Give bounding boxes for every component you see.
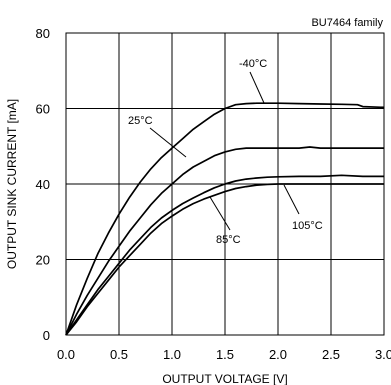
leader-minus40c bbox=[250, 72, 264, 103]
x-tick-label: 2.5 bbox=[322, 347, 340, 362]
y-tick-label: 40 bbox=[36, 177, 50, 192]
annotation-105c: 105°C bbox=[292, 220, 323, 232]
x-tick-label: 1.5 bbox=[216, 347, 234, 362]
family-label: BU7464 family bbox=[311, 17, 383, 29]
y-axis-label: OUTPUT SINK CURRENT [mA] bbox=[5, 99, 19, 269]
annotation-25c: 25°C bbox=[128, 115, 153, 127]
x-tick-label: 1.0 bbox=[163, 347, 181, 362]
x-tick-label: 3.0 bbox=[375, 347, 391, 362]
x-tick-labels: 0.0 0.5 1.0 1.5 2.0 2.5 3.0 bbox=[57, 347, 391, 362]
annotation-85c: 85°C bbox=[216, 234, 241, 246]
y-tick-label: 60 bbox=[36, 102, 50, 117]
y-tick-label: 20 bbox=[36, 253, 50, 268]
y-tick-label: 80 bbox=[36, 26, 50, 41]
x-tick-label: 0.5 bbox=[110, 347, 128, 362]
leader-85c bbox=[210, 197, 230, 230]
x-tick-label: 2.0 bbox=[269, 347, 287, 362]
x-tick-label: 0.0 bbox=[57, 347, 75, 362]
y-tick-label: 0 bbox=[43, 328, 50, 343]
y-tick-labels: 0 20 40 60 80 bbox=[36, 26, 50, 343]
leader-105c bbox=[284, 185, 299, 214]
annotation-minus40c: -40°C bbox=[239, 58, 267, 70]
x-axis-label: OUTPUT VOLTAGE [V] bbox=[162, 372, 287, 385]
